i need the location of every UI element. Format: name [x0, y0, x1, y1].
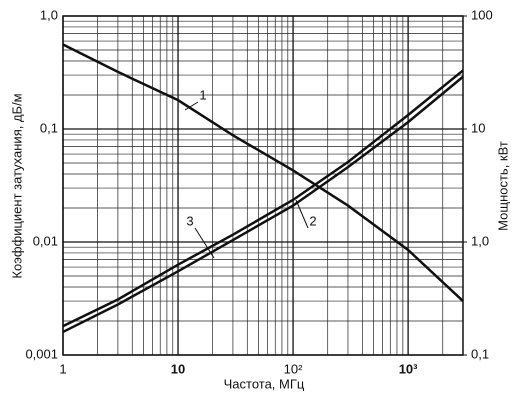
- x-tick-label: 1: [59, 361, 66, 376]
- series-label: 3: [186, 213, 193, 228]
- label-leader: [295, 199, 309, 229]
- y2-tick-label: 100: [471, 7, 493, 22]
- y-tick-label: 1,0: [40, 7, 58, 22]
- x-tick-label: 10³: [399, 361, 418, 376]
- y-axis-label: Коэффициент затухания, дБ/м: [9, 93, 24, 278]
- x-tick-label: 10: [171, 361, 185, 376]
- y2-tick-label: 0,1: [471, 346, 489, 361]
- series-label: 1: [199, 87, 206, 102]
- y-tick-label: 0,01: [33, 233, 58, 248]
- x-axis-label: Частота, МГц: [224, 376, 305, 391]
- y2-axis-label: Мощность, кВт: [495, 141, 510, 231]
- plot-frame: [62, 15, 464, 356]
- line-series: [62, 69, 464, 328]
- series-label: 2: [309, 213, 316, 228]
- y2-tick-label: 10: [471, 120, 485, 135]
- x-tick-label: 10²: [284, 361, 303, 376]
- line-series: [62, 75, 464, 334]
- y-tick-label: 0,001: [25, 346, 58, 361]
- line-series: [62, 43, 464, 302]
- y2-tick-label: 1,0: [471, 233, 489, 248]
- label-leader: [184, 101, 199, 111]
- label-leader: [194, 227, 215, 259]
- y-tick-label: 0,1: [40, 120, 58, 135]
